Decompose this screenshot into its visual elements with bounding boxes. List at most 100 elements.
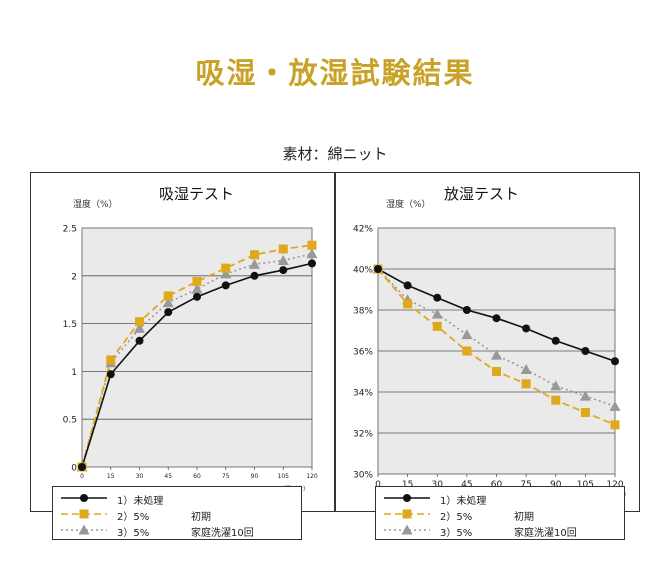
data-point-initial bbox=[278, 244, 288, 254]
data-point-washed bbox=[520, 363, 532, 374]
data-point-washed bbox=[162, 297, 174, 308]
legend-label: 1）未処理 bbox=[117, 496, 164, 507]
x-tick-label: 0 bbox=[80, 473, 84, 480]
legend-marker-initial bbox=[79, 509, 89, 519]
y-tick-label: 38% bbox=[353, 307, 373, 317]
release-chart-legend: 1）未処理 2）5% 初期 3）5% 家庭洗濯10回 bbox=[375, 486, 625, 540]
legend-swatch-untreated bbox=[384, 494, 430, 502]
data-point-washed bbox=[461, 329, 473, 340]
data-point-initial bbox=[610, 420, 620, 430]
data-point-washed bbox=[579, 390, 591, 401]
y-tick-label: 0 bbox=[71, 464, 77, 474]
legend-entry-initial: 2）5% 初期 bbox=[376, 507, 624, 523]
data-point-untreated bbox=[135, 336, 144, 345]
y-tick-label: 42% bbox=[353, 225, 373, 235]
legend-marker-initial bbox=[402, 509, 412, 519]
y-tick-label: 32% bbox=[353, 430, 373, 440]
y-tick-label: 0.5 bbox=[63, 416, 77, 426]
plot-area bbox=[81, 227, 313, 468]
chart-title: 吸湿テスト bbox=[159, 185, 234, 203]
data-point-washed bbox=[249, 258, 260, 269]
data-point-initial bbox=[462, 346, 472, 356]
x-tick-label: 105 bbox=[278, 473, 290, 480]
data-point-initial bbox=[135, 317, 144, 327]
legend-label: 2）5% bbox=[117, 512, 150, 523]
legend-label: 2）5% bbox=[440, 512, 473, 523]
legend-note: 初期 bbox=[514, 512, 534, 523]
x-tick-label: 30 bbox=[432, 480, 444, 490]
data-point-washed bbox=[134, 322, 145, 333]
legend-label: 3）5% bbox=[117, 528, 150, 539]
data-point-untreated bbox=[279, 266, 288, 275]
data-point-washed bbox=[609, 400, 621, 411]
data-point-washed bbox=[277, 255, 289, 266]
data-point-initial bbox=[432, 321, 442, 331]
data-point-initial bbox=[106, 355, 116, 365]
page-title: 吸湿・放湿試験結果 bbox=[195, 56, 475, 90]
y-axis-label: 湿度（%） bbox=[73, 198, 118, 210]
legend-entry-untreated: 1）未処理 bbox=[53, 491, 301, 507]
data-point-initial bbox=[580, 408, 590, 417]
data-point-untreated bbox=[492, 314, 501, 323]
data-point-untreated bbox=[250, 271, 259, 280]
x-tick-label: 15 bbox=[402, 480, 413, 490]
data-point-washed bbox=[306, 248, 318, 259]
x-tick-label: 30 bbox=[136, 473, 144, 480]
legend-marker-untreated bbox=[80, 494, 88, 502]
x-tick-label: 45 bbox=[164, 473, 172, 480]
data-point-initial bbox=[307, 240, 317, 250]
series-line-initial bbox=[81, 244, 313, 468]
legend-note: 家庭洗濯10回 bbox=[514, 528, 577, 539]
x-tick-label: 60 bbox=[491, 480, 503, 490]
legend-swatch-washed bbox=[384, 524, 430, 535]
y-tick-label: 2 bbox=[71, 272, 77, 282]
data-point-untreated bbox=[611, 357, 619, 366]
data-point-washed bbox=[220, 268, 232, 279]
data-point-untreated bbox=[164, 308, 173, 317]
series-line-washed bbox=[377, 268, 616, 408]
y-tick-label: 2.5 bbox=[63, 225, 77, 235]
y-tick-label: 36% bbox=[353, 348, 373, 358]
legend-note: 初期 bbox=[191, 512, 211, 523]
data-point-untreated bbox=[308, 259, 316, 268]
legend-marker-washed bbox=[401, 524, 413, 535]
legend-swatch-washed bbox=[61, 524, 107, 535]
data-point-initial bbox=[221, 263, 231, 273]
y-tick-label: 34% bbox=[353, 389, 373, 399]
x-tick-label: 75 bbox=[520, 480, 531, 490]
legend-note: 家庭洗濯10回 bbox=[191, 528, 254, 539]
data-point-initial bbox=[403, 299, 413, 309]
legend-swatch-initial bbox=[61, 509, 107, 519]
x-tick-label: 120 bbox=[306, 473, 318, 480]
material-label: 素材：綿ニット bbox=[282, 145, 388, 163]
series-line-washed bbox=[81, 253, 313, 468]
data-point-untreated bbox=[403, 281, 412, 290]
legend-marker-untreated bbox=[403, 494, 411, 502]
data-point-untreated bbox=[193, 292, 201, 301]
x-tick-label: 15 bbox=[107, 473, 115, 480]
data-point-untreated bbox=[374, 265, 382, 273]
x-tick-label: 105 bbox=[577, 480, 594, 490]
data-point-washed bbox=[191, 283, 203, 294]
x-tick-label: 75 bbox=[222, 473, 230, 480]
data-point-untreated bbox=[462, 306, 471, 314]
legend-entry-washed: 3）5% 家庭洗濯10回 bbox=[376, 523, 624, 539]
y-axis-label: 湿度（%） bbox=[386, 198, 431, 210]
data-point-washed bbox=[431, 308, 443, 319]
x-tick-label: 120 bbox=[606, 480, 623, 490]
absorption-chart-panel: 吸湿テスト 湿度（%） 0 0.5 1 1.5 2 2.5 0 15 30 45 60 75 90 105 12… bbox=[30, 172, 335, 512]
legend-swatch-untreated bbox=[61, 494, 107, 502]
data-point-washed bbox=[550, 380, 562, 391]
data-point-untreated bbox=[78, 463, 86, 471]
data-point-untreated bbox=[433, 293, 442, 302]
release-chart-panel: 放湿テスト 湿度（%） 30% 32% 34% 36% 38% 40% 42% 0 15 30 45 60… bbox=[335, 172, 640, 512]
x-tick-label: 0 bbox=[375, 480, 381, 490]
legend-label: 1）未処理 bbox=[440, 496, 487, 507]
data-point-untreated bbox=[522, 324, 531, 333]
legend-marker-washed bbox=[78, 524, 90, 535]
data-point-initial bbox=[192, 277, 202, 287]
legend-entry-untreated: 1）未処理 bbox=[376, 491, 624, 507]
y-tick-label: 1.5 bbox=[63, 320, 77, 330]
legend-entry-washed: 3）5% 家庭洗濯10回 bbox=[53, 523, 301, 539]
